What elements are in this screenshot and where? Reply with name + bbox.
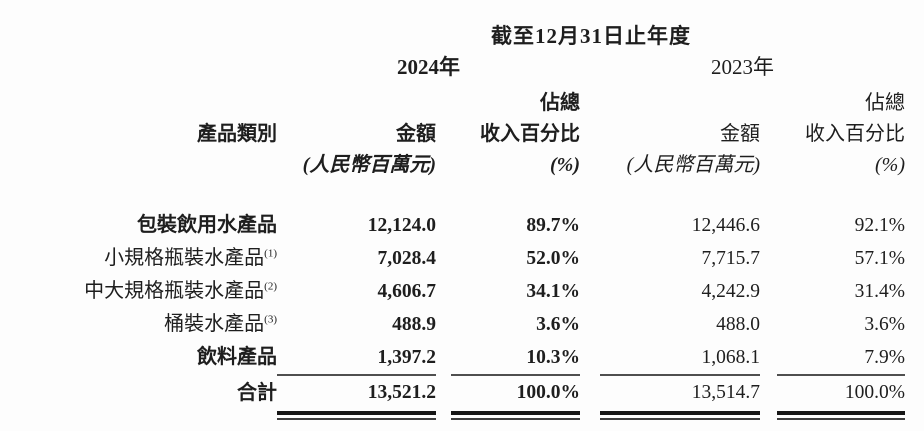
amount-2023: 7,715.7	[701, 248, 761, 269]
pct-2024: 100.0%	[516, 382, 580, 403]
amount-2023: 488.0	[716, 314, 760, 335]
footnote-marker: (2)	[264, 280, 277, 293]
amount-2023: 13,514.7	[691, 382, 760, 403]
rule-segment	[277, 374, 436, 376]
pct-2024: 3.6%	[536, 314, 580, 335]
footnote-marker: (1)	[264, 247, 277, 260]
amount-2024: 12,124.0	[367, 215, 436, 236]
footnote-marker: (3)	[264, 313, 277, 326]
column-headers: 產品類別 金額 (人民幣百萬元) 佔總 收入百分比 (%) 金額 (人民幣百萬元…	[0, 88, 924, 181]
double-rule-segment	[451, 411, 580, 420]
amount-2024: 1,397.2	[377, 347, 437, 368]
amount-2024-unit: (人民幣百萬元)	[302, 154, 436, 176]
total-double-rule	[0, 411, 924, 420]
pct-2023: 92.1%	[854, 215, 905, 236]
row-label: 飲料產品	[197, 346, 277, 368]
pct-2024: 10.3%	[526, 347, 580, 368]
share-2023-header-line1: 佔總	[865, 92, 905, 114]
table-row-total: 合計 13,521.2 100.0% 13,514.7 100.0%	[0, 376, 924, 410]
year-group-headers: 2024年 2023年	[0, 52, 924, 82]
product-category-header: 產品類別	[197, 123, 277, 145]
amount-2024: 4,606.7	[377, 281, 437, 302]
pct-2023: 3.6%	[864, 314, 905, 335]
period-header: 截至12月31日止年度	[491, 24, 691, 48]
row-label: 合計	[237, 382, 277, 404]
share-2023-header-line2: 收入百分比	[805, 123, 905, 145]
pct-2023: 31.4%	[854, 281, 905, 302]
amount-2023: 4,242.9	[701, 281, 761, 302]
amount-2024: 7,028.4	[377, 248, 437, 269]
share-2023-header-cell: 佔總 收入百分比 (%)	[760, 88, 905, 181]
amount-2023: 1,068.1	[701, 347, 761, 368]
spacer	[0, 52, 277, 82]
table-row-medium-large-bottle-water: 中大規格瓶裝水產品(2) 4,606.7 34.1% 4,242.9 31.4%	[0, 275, 924, 308]
rule-segment	[777, 374, 905, 376]
row-label: 小規格瓶裝水產品	[104, 247, 265, 269]
double-rule-segment	[277, 411, 436, 420]
amount-2024: 488.9	[392, 314, 436, 335]
amount-2024: 13,521.2	[367, 382, 436, 403]
year-2024-header: 2024年	[397, 55, 460, 79]
amount-2023: 12,446.6	[691, 215, 760, 236]
pct-2023: 57.1%	[854, 248, 905, 269]
table-row-packaged-water: 包裝飲用水產品 12,124.0 89.7% 12,446.6 92.1%	[0, 209, 924, 242]
table-row-beverage: 飲料產品 1,397.2 10.3% 1,068.1 7.9%	[0, 341, 924, 374]
amount-2023-header: 金額	[720, 123, 760, 145]
share-2024-unit: (%)	[550, 154, 580, 176]
pct-2023: 100.0%	[844, 382, 905, 403]
pct-2023: 7.9%	[864, 347, 905, 368]
pct-2024: 34.1%	[526, 281, 580, 302]
share-2023-unit: (%)	[875, 154, 905, 176]
table-row-small-bottle-water: 小規格瓶裝水產品(1) 7,028.4 52.0% 7,715.7 57.1%	[0, 242, 924, 275]
amount-2023-unit: (人民幣百萬元)	[626, 154, 760, 176]
double-rule-segment	[777, 411, 905, 420]
row-label: 包裝飲用水產品	[137, 214, 277, 236]
year-2023-header: 2023年	[711, 55, 774, 79]
rule-segment	[451, 374, 580, 376]
amount-2024-header-cell: 金額 (人民幣百萬元)	[277, 88, 436, 181]
table-body: 包裝飲用水產品 12,124.0 89.7% 12,446.6 92.1% 小規…	[0, 209, 924, 420]
amount-2023-header-cell: 金額 (人民幣百萬元)	[580, 88, 760, 181]
share-2024-header-cell: 佔總 收入百分比 (%)	[436, 88, 580, 181]
pct-2024: 89.7%	[526, 215, 580, 236]
row-label: 中大規格瓶裝水產品	[84, 280, 265, 302]
subtotal-rule	[0, 374, 924, 376]
row-label: 桶裝水產品	[164, 313, 265, 335]
product-category-header-cell: 產品類別	[0, 88, 277, 181]
rule-segment	[600, 374, 760, 376]
pct-2024: 52.0%	[526, 248, 580, 269]
share-2024-header-line1: 佔總	[540, 92, 580, 114]
share-2024-header-line2: 收入百分比	[480, 123, 580, 145]
amount-2024-header: 金額	[396, 123, 436, 145]
table-row-barreled-water: 桶裝水產品(3) 488.9 3.6% 488.0 3.6%	[0, 308, 924, 341]
double-rule-segment	[600, 411, 760, 420]
